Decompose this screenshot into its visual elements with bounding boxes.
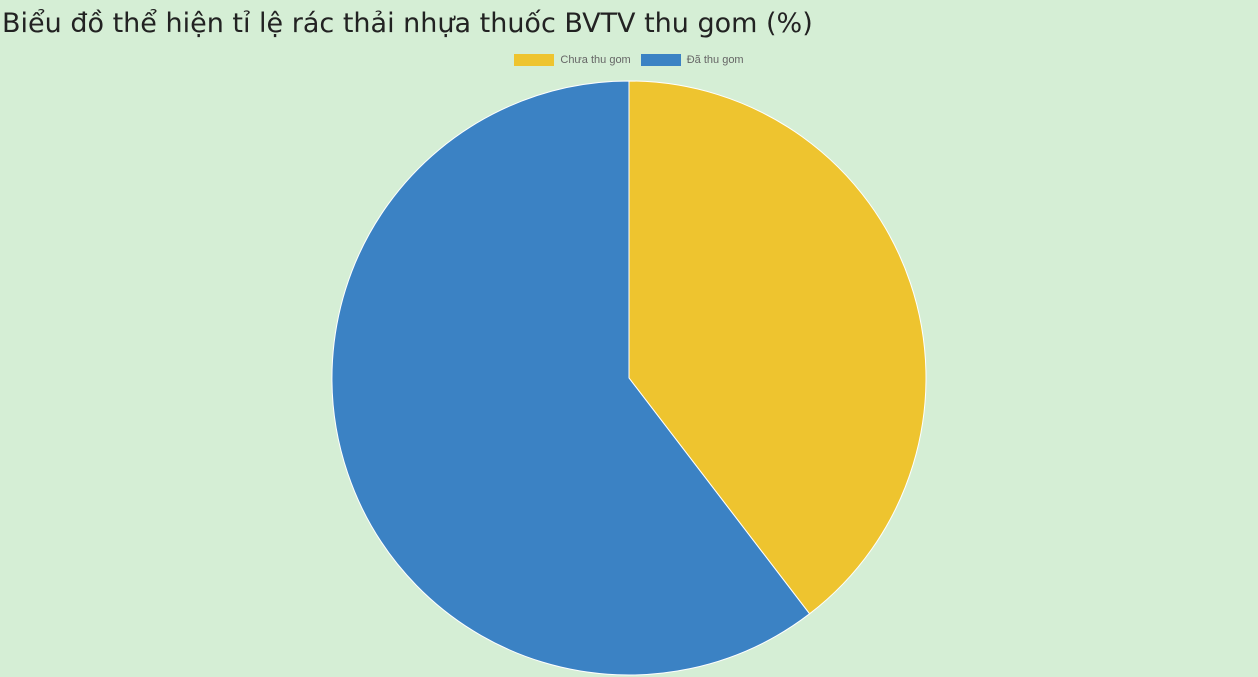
pie-slice-uncollected[interactable]: [628, 80, 927, 615]
chart-title: Biểu đồ thể hiện tỉ lệ rác thải nhựa thu…: [2, 8, 813, 39]
chart-legend: Chưa thu gom Đã thu gom: [0, 54, 1258, 66]
legend-swatch-uncollected: [514, 54, 555, 66]
legend-label-uncollected: Chưa thu gom: [560, 54, 631, 66]
pie-slice-collected[interactable]: [331, 80, 811, 676]
legend-swatch-collected: [640, 54, 681, 66]
legend-item-collected[interactable]: Đã thu gom: [640, 54, 744, 66]
legend-item-uncollected[interactable]: Chưa thu gom: [514, 54, 631, 66]
legend-label-collected: Đã thu gom: [686, 54, 744, 66]
